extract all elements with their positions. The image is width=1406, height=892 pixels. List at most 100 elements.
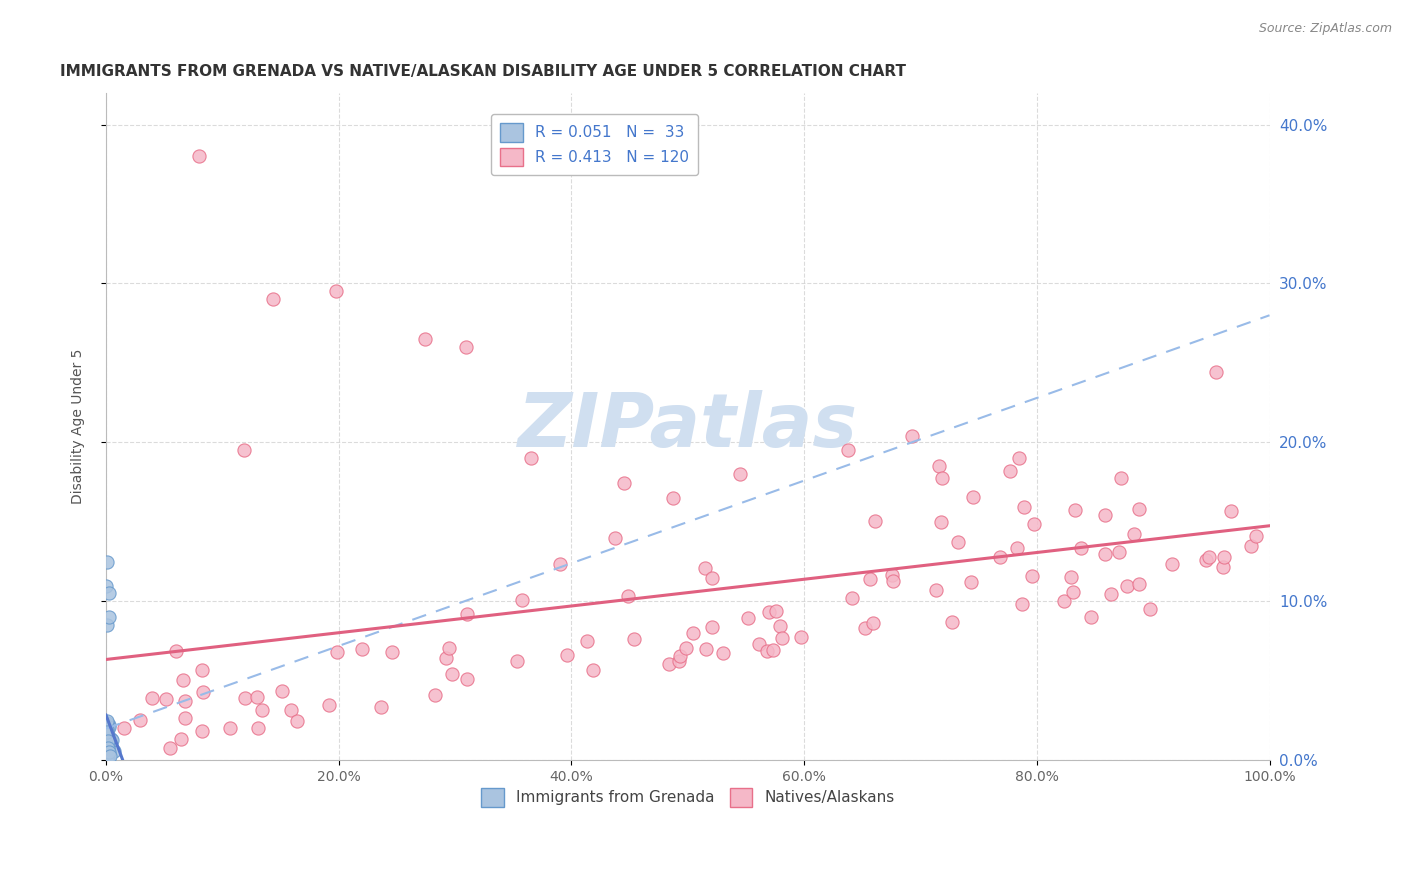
Point — [1094, 508, 1116, 523]
Point — [96, 555, 118, 569]
Point — [1012, 500, 1035, 514]
Point — [112, 721, 135, 735]
Point — [96, 734, 118, 748]
Point — [94, 749, 117, 764]
Point — [129, 713, 152, 727]
Point — [1128, 502, 1150, 516]
Point — [748, 637, 770, 651]
Point — [98, 746, 121, 760]
Point — [380, 645, 402, 659]
Point — [1219, 504, 1241, 518]
Point — [1198, 549, 1220, 564]
Point — [100, 731, 122, 746]
Point — [668, 654, 690, 668]
Point — [1244, 529, 1267, 543]
Point — [700, 620, 723, 634]
Point — [960, 575, 983, 590]
Point — [755, 644, 778, 658]
Point — [880, 567, 903, 582]
Point — [506, 654, 529, 668]
Point — [662, 491, 685, 505]
Point — [762, 643, 785, 657]
Point — [1123, 526, 1146, 541]
Point — [270, 683, 292, 698]
Point — [101, 732, 124, 747]
Point — [863, 514, 886, 528]
Point — [853, 621, 876, 635]
Point — [191, 684, 214, 698]
Point — [191, 663, 214, 677]
Point — [318, 698, 340, 712]
Point — [1212, 560, 1234, 574]
Point — [250, 703, 273, 717]
Point — [882, 574, 904, 588]
Point — [98, 586, 121, 600]
Point — [582, 663, 605, 677]
Point — [97, 734, 120, 748]
Point — [728, 467, 751, 482]
Point — [617, 589, 640, 603]
Point — [555, 648, 578, 662]
Point — [96, 724, 118, 739]
Point — [434, 651, 457, 665]
Point — [1115, 579, 1137, 593]
Point — [603, 531, 626, 545]
Point — [98, 748, 121, 763]
Point — [931, 515, 953, 529]
Point — [837, 443, 859, 458]
Point — [702, 571, 724, 585]
Point — [437, 640, 460, 655]
Point — [520, 451, 543, 466]
Point — [988, 550, 1011, 565]
Point — [96, 747, 118, 761]
Y-axis label: Disability Age Under 5: Disability Age Under 5 — [72, 349, 86, 504]
Point — [769, 619, 792, 633]
Point — [454, 340, 477, 354]
Point — [1022, 516, 1045, 531]
Point — [170, 731, 193, 746]
Point — [188, 149, 211, 163]
Point — [1080, 610, 1102, 624]
Point — [613, 475, 636, 490]
Point — [1109, 471, 1132, 485]
Point — [96, 578, 118, 592]
Point — [1099, 587, 1122, 601]
Point — [246, 690, 269, 704]
Text: Source: ZipAtlas.com: Source: ZipAtlas.com — [1258, 22, 1392, 36]
Point — [790, 630, 813, 644]
Point — [263, 293, 285, 307]
Point — [97, 728, 120, 742]
Point — [1205, 365, 1227, 379]
Point — [96, 752, 118, 766]
Point — [96, 730, 118, 744]
Point — [770, 631, 793, 645]
Text: ZIPatlas: ZIPatlas — [517, 390, 858, 463]
Point — [96, 722, 118, 736]
Point — [682, 626, 704, 640]
Point — [218, 721, 240, 735]
Point — [859, 573, 882, 587]
Point — [946, 534, 969, 549]
Point — [97, 747, 120, 762]
Point — [737, 611, 759, 625]
Point — [232, 443, 254, 458]
Point — [246, 721, 269, 735]
Point — [413, 332, 436, 346]
Point — [1005, 541, 1028, 555]
Point — [1108, 545, 1130, 559]
Point — [765, 604, 787, 618]
Point — [165, 644, 187, 658]
Point — [174, 694, 197, 708]
Point — [97, 731, 120, 746]
Point — [325, 285, 347, 299]
Point — [941, 615, 963, 629]
Point — [94, 753, 117, 767]
Point — [1060, 570, 1083, 584]
Point — [1008, 451, 1031, 466]
Point — [862, 615, 884, 630]
Point — [370, 700, 392, 714]
Point — [155, 691, 177, 706]
Point — [695, 641, 717, 656]
Point — [998, 464, 1021, 478]
Point — [96, 728, 118, 742]
